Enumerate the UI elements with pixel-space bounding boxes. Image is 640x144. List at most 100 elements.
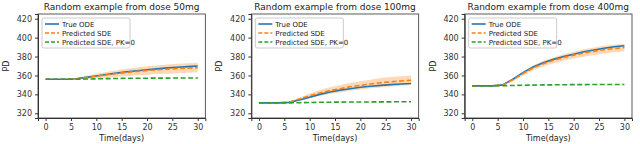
- legend-swatch: [472, 23, 486, 25]
- tick-mark: [523, 118, 524, 121]
- tick-mark: [96, 118, 97, 121]
- tick: 400: [230, 34, 251, 43]
- legend-label: Predicted SDE: [62, 30, 111, 38]
- legend: True ODEPredicted SDEPredicted SDE, PK=0: [42, 18, 135, 48]
- confidence-band: [259, 75, 411, 102]
- tick: 0: [44, 118, 49, 132]
- tick: 420: [443, 15, 464, 24]
- tick-mark: [462, 94, 465, 95]
- tick-label: 30: [406, 123, 416, 132]
- tick-mark: [172, 118, 173, 121]
- tick-label: 0: [44, 123, 49, 132]
- tick: 420: [230, 15, 251, 24]
- series-line: [259, 80, 411, 103]
- y-axis: 320 340 360 380 400 420: [443, 15, 465, 119]
- tick-mark: [574, 118, 575, 121]
- legend-swatch: [258, 23, 272, 25]
- tick: 420: [17, 15, 38, 24]
- tick-label: 420: [17, 15, 32, 24]
- plot-frame: [38, 14, 205, 118]
- tick-mark: [248, 19, 251, 20]
- tick-label: 0: [470, 123, 475, 132]
- tick: 15: [117, 118, 127, 132]
- tick-mark: [248, 113, 251, 114]
- series-line: [46, 78, 198, 79]
- tick-mark: [35, 113, 38, 114]
- tick-label: 0: [257, 123, 262, 132]
- tick: 20: [356, 118, 366, 132]
- tick: 360: [17, 72, 38, 81]
- tick-label: 400: [443, 34, 458, 43]
- tick: 25: [381, 118, 391, 132]
- tick-label: 340: [230, 90, 245, 99]
- tick-label: 380: [17, 53, 32, 62]
- tick-mark: [462, 75, 465, 76]
- tick-mark: [35, 57, 38, 58]
- tick-mark: [360, 118, 361, 121]
- x-axis: 051015202530: [465, 118, 632, 132]
- tick-mark: [599, 118, 600, 121]
- legend: True ODEPredicted SDEPredicted SDE, PK=0: [255, 18, 348, 48]
- axis-line: [465, 119, 632, 122]
- title: Random example from dose 50mg: [44, 2, 200, 12]
- tick: 10: [92, 118, 102, 132]
- tick-label: 10: [305, 123, 315, 132]
- tick-mark: [198, 118, 199, 121]
- x-axis: 051015202530: [252, 118, 419, 132]
- panel: 051015202530320340360380400420Random exa…: [429, 2, 633, 143]
- x-axis-title: Time(days): [312, 134, 358, 143]
- tick-mark: [248, 94, 251, 95]
- tick-label: 30: [193, 123, 203, 132]
- tick-mark: [462, 57, 465, 58]
- tick-mark: [71, 118, 72, 121]
- tick: 380: [443, 53, 464, 62]
- tick: 340: [443, 90, 464, 99]
- tick-label: 360: [230, 72, 245, 81]
- tick: 0: [257, 118, 262, 132]
- tick-mark: [411, 118, 412, 121]
- tick-mark: [35, 75, 38, 76]
- tick: 20: [142, 118, 152, 132]
- x-axis-title: Time(days): [98, 134, 144, 143]
- series-line: [472, 84, 624, 85]
- tick: 20: [569, 118, 579, 132]
- tick-mark: [147, 118, 148, 121]
- plot-frame: [465, 14, 632, 118]
- tick-label: 420: [230, 15, 245, 24]
- series-line: [259, 83, 411, 102]
- tick-label: 320: [443, 109, 458, 118]
- x-axis-title: Time(days): [525, 134, 571, 143]
- legend-label: True ODE: [61, 21, 94, 29]
- tick-label: 5: [282, 123, 287, 132]
- tick-label: 400: [17, 34, 32, 43]
- tick-label: 15: [544, 123, 554, 132]
- tick: 340: [230, 90, 251, 99]
- tick: 340: [17, 90, 38, 99]
- tick-label: 25: [168, 123, 178, 132]
- tick-label: 320: [230, 109, 245, 118]
- legend-swatch: [45, 32, 59, 34]
- legend-label: Predicted SDE, PK=0: [489, 39, 562, 47]
- axis-line: [35, 15, 39, 119]
- tick-label: 340: [17, 90, 32, 99]
- tick-mark: [462, 38, 465, 39]
- y-axis: 320340360380400420: [17, 15, 39, 119]
- legend-label: True ODE: [488, 21, 521, 29]
- tick: 400: [443, 34, 464, 43]
- tick-label: 360: [443, 72, 458, 81]
- tick: 380: [17, 53, 38, 62]
- tick-mark: [248, 75, 251, 76]
- y-axis: 320340360380400420: [230, 15, 252, 119]
- legend-swatch: [45, 41, 59, 43]
- y-axis-title: PD: [215, 61, 224, 72]
- tick: 30: [406, 118, 416, 132]
- tick-mark: [472, 118, 473, 121]
- tick: 10: [518, 118, 528, 132]
- axis-line: [252, 119, 419, 122]
- y-axis-title: PD: [2, 61, 11, 72]
- tick: 0: [470, 118, 475, 132]
- tick-label: 10: [92, 123, 102, 132]
- legend-swatch: [258, 32, 272, 34]
- tick-mark: [248, 38, 251, 39]
- tick-mark: [462, 19, 465, 20]
